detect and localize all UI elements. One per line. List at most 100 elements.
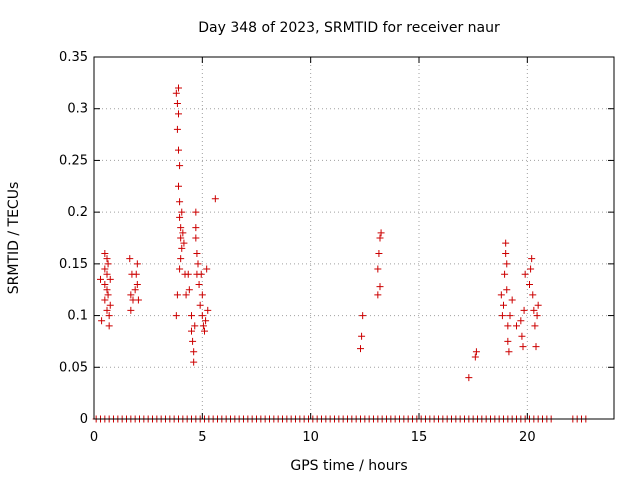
data-point [506, 312, 514, 320]
data-point [503, 260, 511, 268]
data-point [359, 312, 367, 320]
plot-frame [93, 56, 615, 420]
data-point [191, 322, 199, 330]
gridlines [94, 57, 614, 419]
data-point [104, 260, 112, 268]
data-point [133, 260, 141, 268]
data-point [198, 291, 206, 299]
data-point [501, 270, 509, 278]
data-point [103, 255, 111, 263]
x-axis-title: GPS time / hours [290, 458, 407, 474]
data-point [201, 327, 208, 335]
data-point [190, 358, 198, 366]
data-point [98, 317, 106, 325]
y-tick-label: 0 [80, 412, 88, 427]
data-point [176, 198, 184, 206]
data-point [172, 312, 180, 320]
axis-ticks: 0 0.05 0.1 0.15 0.2 0.25 0.3 0.35 0 5 10 15 20 [59, 50, 614, 445]
data-point [502, 239, 510, 247]
data-point [104, 291, 112, 299]
data-points [92, 84, 590, 423]
data-point [101, 281, 109, 289]
data-point [192, 208, 200, 216]
data-point [376, 283, 384, 291]
data-point [374, 265, 382, 273]
data-point [199, 322, 207, 330]
data-point [176, 162, 184, 170]
data-point [189, 337, 197, 345]
data-point [192, 234, 200, 242]
data-point [101, 296, 109, 304]
data-point [203, 265, 211, 273]
data-point [194, 260, 202, 268]
y-tick-label: 0.1 [67, 309, 88, 324]
data-point [101, 265, 109, 273]
data-point [497, 291, 505, 299]
data-point [176, 213, 184, 221]
data-point [131, 286, 139, 294]
data-point [127, 306, 135, 314]
data-point [173, 125, 181, 133]
data-point [177, 234, 185, 242]
data-point [103, 306, 111, 314]
data-point [101, 250, 109, 258]
data-point [534, 301, 542, 309]
data-point [518, 332, 526, 340]
y-tick-label: 0.15 [59, 257, 88, 272]
x-tick-label: 0 [90, 430, 98, 445]
data-point [105, 312, 113, 320]
x-tick-label: 10 [302, 430, 319, 445]
data-point [178, 208, 186, 216]
y-tick-label: 0.35 [59, 50, 88, 65]
data-point [533, 312, 541, 320]
data-point [531, 322, 539, 330]
data-point [175, 110, 182, 118]
data-point [190, 348, 198, 356]
data-point [204, 306, 212, 314]
data-point [532, 343, 540, 351]
data-point [105, 322, 113, 330]
data-point [526, 281, 533, 289]
data-point [374, 291, 382, 299]
data-point [376, 234, 384, 242]
data-point [202, 317, 210, 325]
data-point [106, 275, 114, 283]
data-point [500, 301, 507, 309]
data-point [517, 317, 525, 325]
data-point [375, 250, 383, 258]
data-point [530, 306, 538, 314]
data-point [521, 270, 529, 278]
y-axis-title: SRMTID / TECUs [6, 182, 22, 295]
data-point [180, 239, 188, 247]
y-tick-label: 0.25 [59, 153, 88, 168]
x-tick-label: 15 [411, 430, 428, 445]
data-point [193, 250, 201, 258]
y-tick-label: 0.05 [59, 360, 88, 375]
data-point [184, 270, 192, 278]
x-tick-label: 5 [198, 430, 206, 445]
data-point [508, 296, 516, 304]
data-point [134, 296, 142, 304]
y-tick-label: 0.3 [67, 102, 88, 117]
data-point [192, 224, 200, 232]
data-point [471, 353, 479, 361]
data-point [127, 291, 135, 299]
data-point [527, 265, 535, 273]
data-point [97, 275, 104, 283]
y-tick-label: 0.2 [67, 205, 88, 220]
x-tick-label: 20 [519, 430, 536, 445]
data-point [520, 306, 528, 314]
data-point [519, 343, 527, 351]
data-point [177, 224, 185, 232]
data-point [513, 322, 520, 330]
chart-title: Day 348 of 2023, SRMTID for receiver nau… [198, 20, 500, 36]
data-point [173, 100, 181, 108]
data-point [505, 348, 513, 356]
data-point [465, 374, 473, 382]
data-point [504, 337, 512, 345]
data-point [357, 345, 364, 353]
data-point [179, 229, 187, 237]
data-point [188, 312, 195, 320]
data-point [103, 270, 111, 278]
